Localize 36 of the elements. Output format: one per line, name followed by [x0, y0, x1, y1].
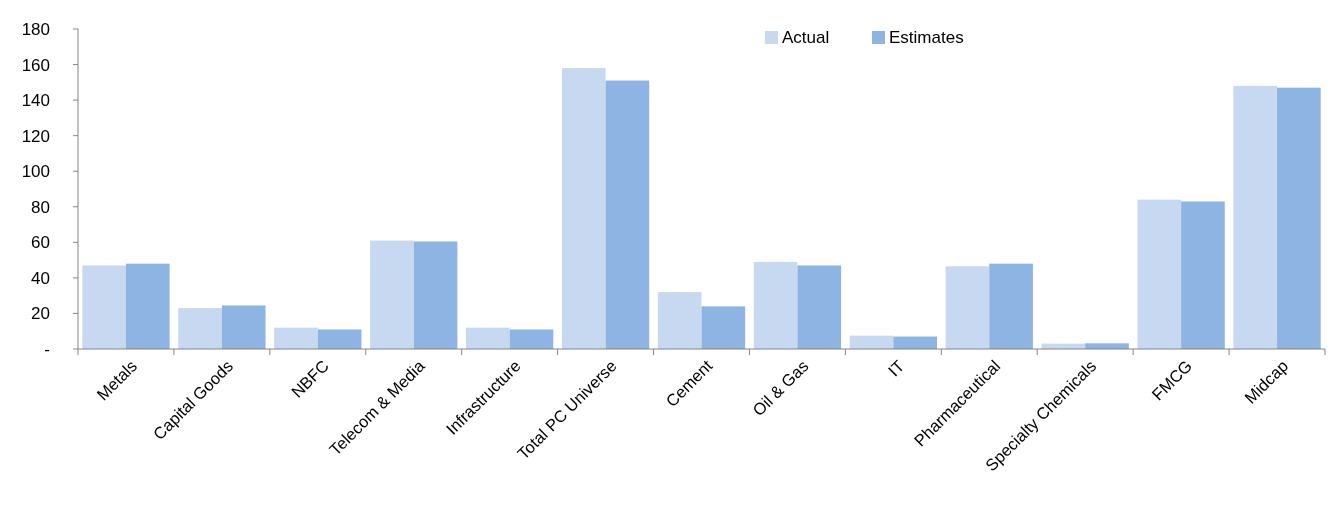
legend-label: Estimates	[889, 27, 964, 47]
bar	[657, 292, 702, 349]
bar	[125, 263, 170, 349]
y-tick-label: 180	[21, 19, 50, 39]
bar	[413, 241, 458, 349]
y-tick-label: 80	[31, 197, 50, 217]
bar	[945, 266, 990, 349]
bar	[605, 80, 650, 349]
bar	[274, 327, 318, 349]
x-tick-label: Oil & Gas	[748, 356, 812, 420]
bar	[82, 265, 126, 349]
bar	[178, 308, 222, 349]
bar	[466, 327, 510, 349]
bar	[1277, 87, 1321, 349]
bar	[1137, 199, 1182, 349]
y-tick-label: 160	[21, 55, 50, 75]
bar	[989, 263, 1033, 349]
bar	[1233, 85, 1278, 349]
y-tick-label: 100	[21, 162, 50, 182]
y-tick-label: 40	[31, 268, 50, 288]
bar	[509, 329, 554, 349]
bar	[797, 265, 842, 349]
legend-label: Actual	[782, 27, 830, 47]
y-tick-label: -	[44, 339, 50, 359]
bar	[1181, 201, 1225, 349]
bar	[370, 240, 414, 349]
bar	[561, 68, 606, 349]
bar	[701, 306, 746, 349]
y-tick-label: 60	[31, 233, 50, 253]
bar	[221, 305, 266, 349]
y-tick-label: 20	[31, 304, 50, 324]
bar	[317, 329, 362, 349]
x-tick-label: IT	[884, 356, 908, 380]
y-tick-label: 140	[21, 91, 50, 111]
bar	[753, 261, 798, 349]
y-tick-label: 120	[21, 126, 50, 146]
